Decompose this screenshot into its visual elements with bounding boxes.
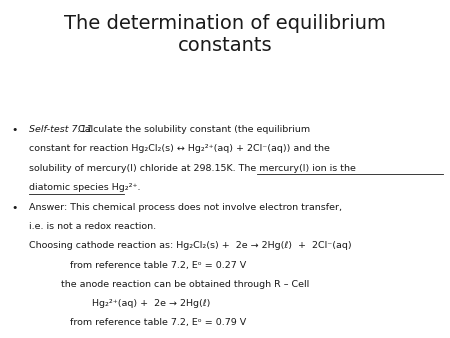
Text: diatomic species Hg₂²⁺.: diatomic species Hg₂²⁺. (29, 183, 141, 192)
Text: from reference table 7.2, Eᵒ = 0.79 V: from reference table 7.2, Eᵒ = 0.79 V (70, 318, 246, 328)
Text: •: • (11, 203, 18, 213)
Text: constant for reaction Hg₂Cl₂(s) ↔ Hg₂²⁺(aq) + 2Cl⁻(aq)) and the: constant for reaction Hg₂Cl₂(s) ↔ Hg₂²⁺(… (29, 144, 330, 153)
Text: Hg₂²⁺(aq) +  2e → 2Hg(ℓ): Hg₂²⁺(aq) + 2e → 2Hg(ℓ) (92, 299, 211, 308)
Text: •: • (11, 125, 18, 135)
Text: from reference table 7.2, Eᵒ = 0.27 V: from reference table 7.2, Eᵒ = 0.27 V (70, 261, 246, 270)
Text: solubility of mercury(I) chloride at 298.15K. The mercury(I) ion is the: solubility of mercury(I) chloride at 298… (29, 164, 356, 173)
Text: the anode reaction can be obtained through R – Cell: the anode reaction can be obtained throu… (61, 280, 309, 289)
Text: Self-test 7.11: Self-test 7.11 (29, 125, 96, 134)
Text: i.e. is not a redox reaction.: i.e. is not a redox reaction. (29, 222, 157, 231)
Text: Answer: This chemical process does not involve electron transfer,: Answer: This chemical process does not i… (29, 203, 342, 212)
Text: The determination of equilibrium
constants: The determination of equilibrium constan… (64, 14, 386, 54)
Text: Calculate the solubility constant (the equilibrium: Calculate the solubility constant (the e… (78, 125, 310, 134)
Text: Choosing cathode reaction as: Hg₂Cl₂(s) +  2e → 2Hg(ℓ)  +  2Cl⁻(aq): Choosing cathode reaction as: Hg₂Cl₂(s) … (29, 241, 352, 250)
